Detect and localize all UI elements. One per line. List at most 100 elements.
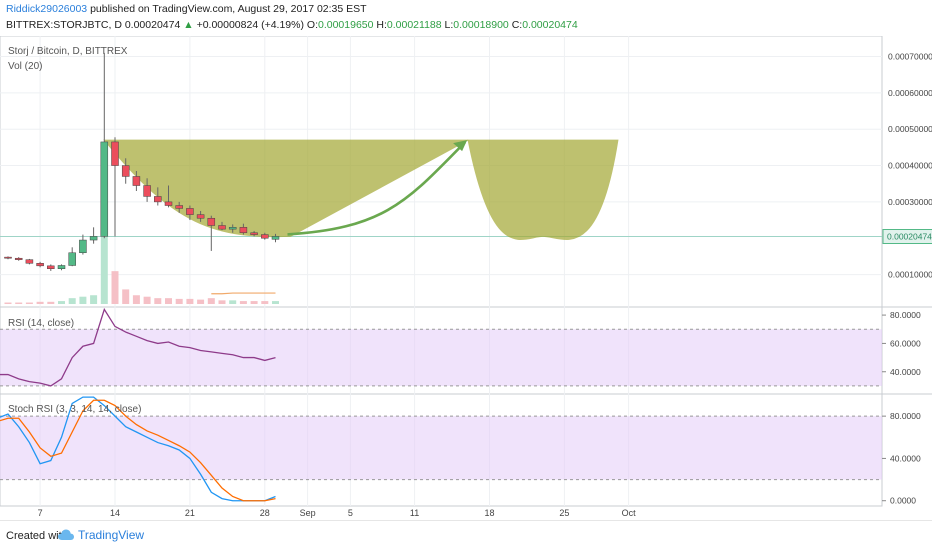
stoch-k-line [0, 396, 276, 502]
time-axis: 7 14 21 28 Sep 5 11 18 25 Oct [38, 508, 637, 518]
y-tick-label: 0.00050000 [888, 124, 932, 134]
tradingview-brand: TradingView [78, 528, 145, 542]
projection-arrow-line [287, 141, 467, 236]
volume-bar [4, 302, 12, 304]
volume-bar [197, 299, 205, 304]
published-text: published on TradingView.com, August 29,… [90, 3, 367, 15]
candle-body [143, 185, 151, 197]
candle-body [164, 201, 173, 206]
x-tick-label: 14 [110, 508, 120, 518]
volume-bar [154, 298, 162, 304]
volume-bar [132, 295, 140, 304]
volume-bar [68, 298, 76, 304]
volume-bar [186, 298, 194, 304]
close-label: C: [511, 19, 523, 31]
candle-body [89, 236, 98, 241]
volume-bar [272, 301, 279, 304]
volume-bar [90, 295, 98, 304]
created-with-text: Created with [6, 530, 68, 542]
candle-body [100, 141, 109, 237]
handle-cup-shape [467, 139, 619, 240]
y-tick-label: 40.0000 [890, 367, 921, 377]
y-tick-label: 0.00070000 [888, 52, 932, 62]
candle-body [121, 165, 130, 177]
volume-bar [229, 300, 237, 304]
y-tick-label: 0.00060000 [888, 88, 932, 98]
volume-bar [58, 301, 65, 304]
y-tick-label: 60.0000 [890, 338, 921, 348]
rsi-pane-title: RSI (14, close) [8, 318, 74, 329]
candle-body [79, 239, 87, 254]
projection-arrowhead-icon [453, 140, 468, 152]
x-tick-label: 25 [559, 508, 569, 518]
y-tick-label: 0.00010000 [888, 270, 932, 280]
volume-bars [4, 231, 279, 304]
rsi-line [0, 307, 276, 387]
y-tick-label: 40.0000 [890, 453, 921, 463]
tradingview-logo-link[interactable]: TradingView [58, 528, 144, 542]
candle-body [239, 227, 248, 234]
close-value: 0.00020474 [522, 19, 578, 31]
volume-bar [143, 296, 151, 304]
change-up-icon: ▲ [183, 19, 194, 31]
high-label: H: [376, 19, 387, 31]
chart-canvas[interactable]: 0.00070000 0.00060000 0.00050000 0.00040000… [0, 36, 932, 520]
candle-body [4, 256, 12, 259]
candle-body [261, 234, 269, 239]
last-price-marker [882, 229, 932, 245]
last-price-label: 0.00020474 [887, 232, 932, 242]
quote-line: BITTREX:STORJBTC, D 0.00020474 ▲ +0.0000… [6, 19, 578, 31]
y-tick-label: 80.0000 [890, 310, 921, 320]
stoch-band [0, 416, 882, 480]
username-link[interactable]: Riddick29026003 [6, 3, 88, 15]
volume-bar [100, 231, 108, 304]
volume-bar [15, 302, 23, 304]
candle-body [36, 263, 44, 267]
candle-body [250, 232, 258, 235]
volume-bar [122, 289, 130, 304]
candle-body [68, 252, 76, 266]
high-value: 0.00021188 [386, 19, 442, 31]
open-value: 0.00019650 [318, 19, 374, 31]
x-tick-label: 7 [38, 508, 43, 518]
volume-bar [207, 298, 215, 304]
x-tick-label: 5 [348, 508, 353, 518]
chart-header: Riddick29026003 published on TradingView… [0, 0, 932, 34]
candle-body [207, 217, 216, 226]
candle-body [228, 227, 237, 230]
publish-line: Riddick29026003 published on TradingView… [6, 3, 367, 15]
volume-ma-line [211, 292, 276, 295]
candle-body [111, 141, 119, 166]
candle-body [47, 265, 55, 269]
x-tick-label: Oct [622, 508, 637, 518]
footer-bar: Created with TradingView [0, 520, 932, 550]
volume-bar [47, 301, 55, 304]
rsi-band [0, 329, 882, 386]
x-tick-label: 28 [260, 508, 270, 518]
candle-body [271, 236, 280, 240]
volume-bar [79, 296, 87, 304]
last-price: 0.00020474 [124, 19, 181, 31]
cup-handle-annotation [103, 139, 619, 240]
x-tick-label: 21 [185, 508, 195, 518]
candle-body [132, 176, 141, 186]
volume-bar [175, 298, 183, 304]
low-value: 0.00018900 [453, 19, 509, 31]
volume-bar [261, 301, 269, 304]
y-tick-label: 0.00030000 [888, 197, 932, 207]
volume-bar [218, 300, 226, 304]
low-label: L: [444, 19, 454, 31]
price-change: +0.00000824 (+4.19%) [196, 19, 304, 31]
stoch-pane-title: Stoch RSI (3, 3, 14, 14, close) [8, 404, 141, 415]
candle-body [218, 225, 226, 230]
candle-body [25, 259, 34, 264]
pane-legends: Storj / Bitcoin, D, BITTREX Vol (20) RSI… [8, 46, 141, 415]
x-tick-label: 11 [410, 508, 419, 518]
symbol-label: BITTREX:STORJBTC, D [6, 19, 122, 31]
tradingview-cloud-icon [58, 529, 74, 540]
volume-bar [111, 271, 119, 304]
candle-body [186, 208, 194, 215]
volume-legend: Vol (20) [8, 61, 42, 72]
y-tick-label: 80.0000 [890, 411, 921, 421]
x-tick-label: 18 [484, 508, 494, 518]
